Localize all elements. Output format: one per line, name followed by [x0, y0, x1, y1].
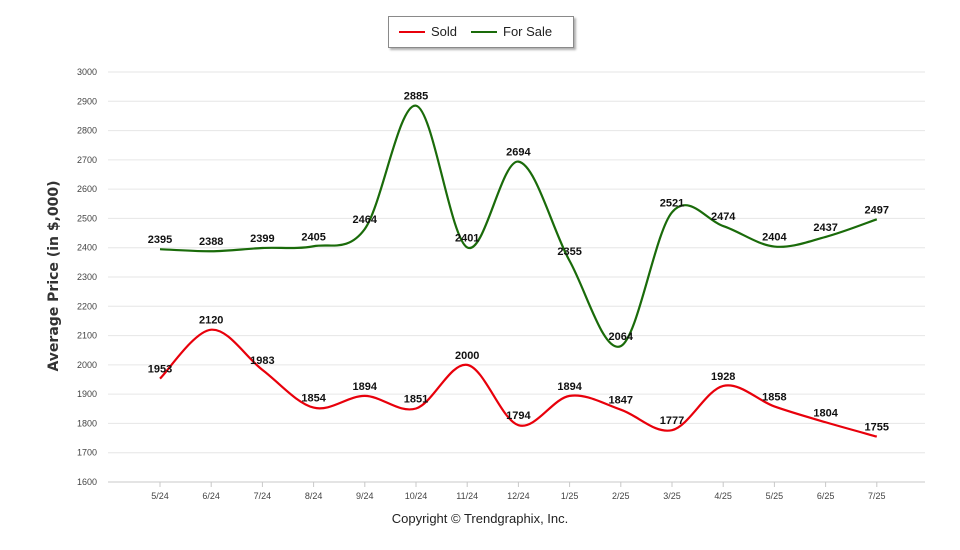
data-label-sold: 1983 [250, 355, 274, 367]
legend-swatch-for-sale [471, 30, 497, 33]
data-labels: 1953 2120 1983 1854 1894 1851 2000 1794 1894 1847… [148, 91, 889, 434]
x-tick-label: 6/25 [817, 491, 835, 501]
y-tick-label: 2200 [77, 301, 97, 311]
copyright-text: Copyright © Trendgraphix, Inc. [391, 511, 569, 526]
x-tick-label: 4/25 [714, 491, 732, 501]
data-label-for-sale: 2437 [813, 222, 837, 234]
y-tick-label: 1800 [77, 418, 97, 428]
y-tick-label: 2900 [77, 96, 97, 106]
data-label-sold: 2120 [199, 315, 223, 327]
x-tick-label: 5/25 [766, 491, 784, 501]
y-tick-label: 1600 [77, 477, 97, 487]
legend-label-sold: Sold [431, 24, 458, 39]
data-label-sold: 1854 [301, 393, 326, 405]
x-tick-label: 9/24 [356, 491, 374, 501]
x-tick-label: 10/24 [405, 491, 428, 501]
data-label-for-sale: 2399 [250, 233, 274, 245]
data-label-sold: 1953 [148, 364, 172, 376]
y-tick-label: 2000 [77, 360, 97, 370]
data-label-sold: 1794 [506, 410, 531, 422]
x-tick-labels: 5/24 6/24 7/24 8/24 9/24 10/24 11/24 12/24 1/25 2… [151, 482, 886, 501]
y-tick-label: 2600 [77, 184, 97, 194]
x-tick-label: 6/24 [202, 491, 220, 501]
data-label-sold: 1804 [813, 407, 838, 419]
data-label-for-sale: 2405 [301, 231, 325, 243]
data-label-sold: 1777 [660, 415, 684, 427]
y-tick-label: 3000 [77, 67, 97, 77]
x-tick-label: 11/24 [456, 491, 478, 501]
y-tick-label: 2400 [77, 243, 97, 253]
legend-item-for-sale[interactable]: For Sale [471, 24, 552, 39]
x-tick-label: 3/25 [663, 491, 681, 501]
data-label-for-sale: 2355 [557, 246, 581, 258]
y-tick-labels: 1600 1700 1800 1900 2000 2100 2200 2300 2400 2500… [77, 67, 97, 487]
data-label-for-sale: 2521 [660, 197, 684, 209]
legend-item-sold[interactable]: Sold [399, 24, 457, 39]
data-label-for-sale: 2388 [199, 236, 223, 248]
y-tick-label: 2100 [77, 331, 97, 341]
data-label-sold: 1755 [865, 422, 889, 434]
y-tick-label: 2700 [77, 155, 97, 165]
data-label-sold: 2000 [455, 350, 479, 362]
y-tick-label: 2800 [77, 126, 97, 136]
series-line-sold [159, 328, 878, 438]
legend-swatch-sold [399, 30, 425, 33]
x-tick-label: 1/25 [561, 491, 579, 501]
data-label-for-sale: 2395 [148, 234, 172, 246]
x-tick-label: 2/25 [612, 491, 630, 501]
series-line-for-sale [159, 104, 878, 348]
y-tick-label: 2300 [77, 272, 97, 282]
y-tick-label: 2500 [77, 213, 97, 223]
data-label-sold: 1847 [609, 395, 633, 407]
y-axis-title: Average Price (in $,000) [46, 180, 62, 372]
x-tick-label: 7/24 [254, 491, 272, 501]
data-label-sold: 1894 [557, 381, 582, 393]
x-tick-label: 7/25 [868, 491, 886, 501]
grid-lines [108, 71, 925, 483]
y-tick-label: 1700 [77, 448, 97, 458]
data-label-sold: 1894 [353, 381, 378, 393]
data-label-for-sale: 2401 [455, 232, 479, 244]
data-label-sold: 1851 [404, 393, 428, 405]
series-lines [159, 104, 878, 438]
y-tick-label: 1900 [77, 389, 97, 399]
x-tick-label: 5/24 [151, 491, 169, 501]
data-label-for-sale: 2404 [762, 232, 787, 244]
x-tick-label: 8/24 [305, 491, 323, 501]
legend-label-for-sale: For Sale [503, 24, 553, 39]
data-label-sold: 1858 [762, 391, 786, 403]
data-label-for-sale: 2885 [404, 91, 428, 103]
data-label-for-sale: 2064 [609, 331, 634, 343]
data-label-for-sale: 2694 [506, 147, 531, 159]
data-label-sold: 1928 [711, 371, 735, 383]
data-label-for-sale: 2464 [353, 214, 378, 226]
legend: Sold For Sale [388, 16, 574, 48]
data-label-for-sale: 2474 [711, 211, 736, 223]
data-label-for-sale: 2497 [865, 204, 889, 216]
x-tick-label: 12/24 [507, 491, 530, 501]
